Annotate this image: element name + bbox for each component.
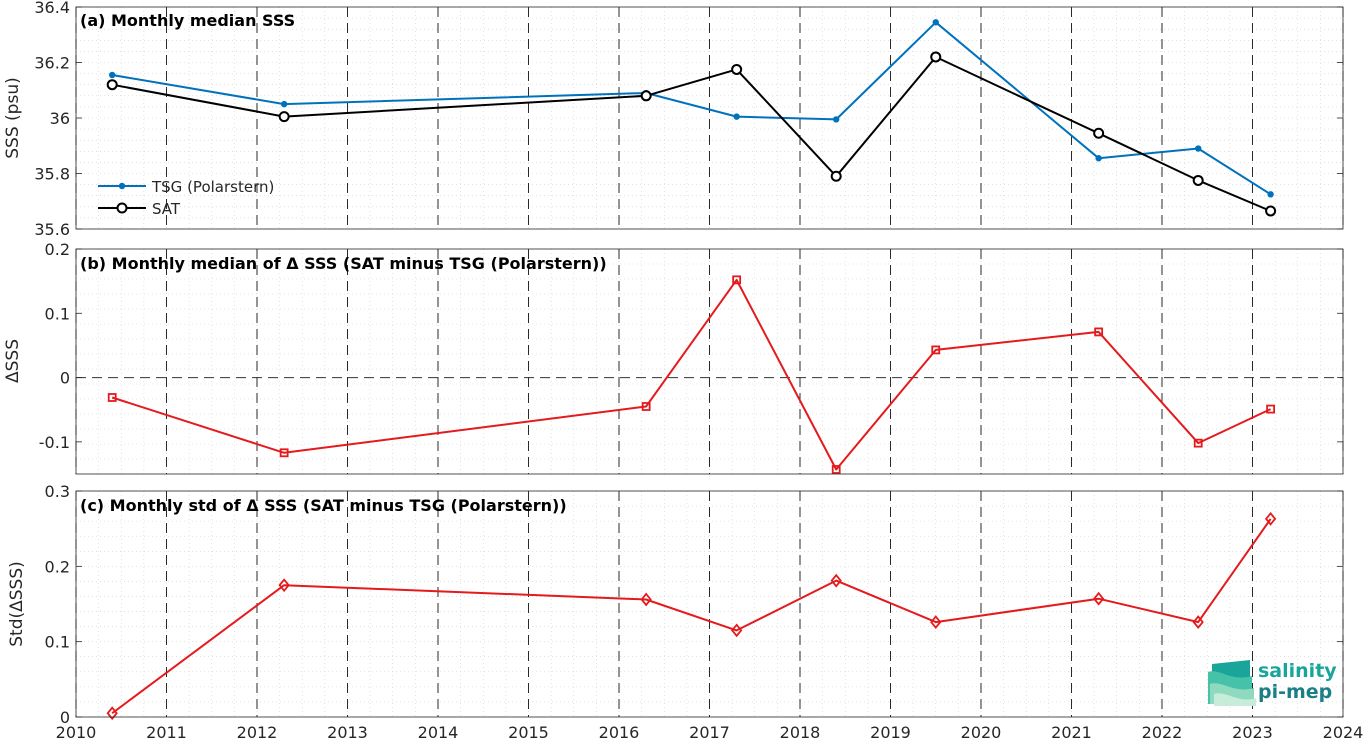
wave-logo-icon: [1208, 660, 1256, 706]
data-point: [1092, 591, 1105, 606]
data-point: [732, 275, 742, 285]
data-point: [733, 113, 740, 120]
data-point: [106, 706, 118, 721]
logo-text-pi-mep: pi-mep: [1258, 681, 1332, 703]
data-point: [278, 111, 290, 123]
panel-a-y-tick-label: 36.2: [34, 54, 70, 73]
x-tick-label: 2011: [146, 723, 187, 742]
data-point: [831, 465, 841, 474]
data-point: [932, 19, 939, 26]
panel-c-y-tick-label: 0.1: [45, 633, 70, 652]
data-point: [833, 116, 840, 123]
data-point: [641, 402, 651, 411]
data-point: [730, 623, 743, 638]
x-tick-label: 2014: [418, 723, 459, 742]
panel-b-series-line: [111, 278, 1272, 471]
panel-b-y-tick-label: 0.1: [45, 304, 70, 323]
panel-a-y-tick-label: 36: [50, 109, 70, 128]
data-point: [1093, 127, 1105, 139]
x-tick-label: 2013: [327, 723, 368, 742]
x-tick-label: 2022: [1142, 723, 1183, 742]
data-point: [640, 592, 652, 607]
panel-a-y-tick-label: 35.8: [34, 165, 70, 184]
data-point: [1267, 191, 1274, 198]
x-tick-label: 2024: [1323, 723, 1364, 742]
panel-a-monthly-median-sss: 35.6 35.8 36 36.2 36.4 (a) Monthly median SS…: [3, 0, 1344, 239]
data-point: [830, 573, 842, 588]
panel-a-title: (a) Monthly median SSS: [80, 11, 295, 30]
data-point: [278, 578, 290, 593]
data-point: [1094, 327, 1104, 337]
data-point: [109, 71, 116, 79]
panel-b-y-tick-label: -0.1: [39, 433, 70, 452]
panel-b-y-tick-label: 0: [60, 369, 70, 388]
data-point: [1193, 438, 1203, 448]
x-tick-label: 2018: [780, 723, 821, 742]
panel-a-y-axis-label: SSS (psu): [3, 77, 23, 158]
data-point: [1264, 511, 1277, 526]
panel-c-y-tick-label: 0.2: [45, 557, 70, 576]
panel-b-y-axis-label: ΔSSS: [3, 339, 23, 383]
data-point: [731, 63, 743, 75]
data-point: [1192, 174, 1204, 186]
x-tick-label: 2017: [689, 723, 730, 742]
data-point: [931, 345, 941, 355]
data-point: [107, 393, 117, 402]
data-point: [106, 79, 118, 91]
panel-c-y-axis-label: Std(ΔSSS): [7, 561, 27, 647]
panel-b-axes-box: [75, 248, 1344, 475]
panel-a-y-tick-label: 35.6: [34, 220, 70, 239]
data-point: [1265, 205, 1277, 217]
data-point: [830, 170, 842, 182]
data-point: [280, 100, 288, 108]
x-tick-label: 2016: [599, 723, 640, 742]
logo-text-salinity: salinity: [1258, 660, 1337, 682]
x-tick-label: 2023: [1232, 723, 1273, 742]
panel-c-y-tick-label: 0.3: [45, 482, 70, 501]
x-tick-label: 2010: [56, 723, 97, 742]
panel-c-monthly-std-delta-sss: 0 0.1 0.2 0.3 2010 2011 2012 2013 2014 2015 2016 2…: [7, 482, 1363, 742]
data-point: [1095, 155, 1102, 162]
panel-b-y-tick-label: 0.2: [45, 240, 70, 259]
data-point: [1192, 615, 1204, 630]
data-point: [279, 448, 289, 458]
data-point: [1195, 145, 1202, 152]
panel-c-y-tick-label: 0: [60, 708, 70, 727]
x-tick-label: 2020: [961, 723, 1002, 742]
data-point: [640, 90, 652, 102]
x-tick-label: 2019: [870, 723, 911, 742]
x-tick-label: 2015: [508, 723, 549, 742]
data-point: [930, 615, 942, 630]
x-tick-label: 2021: [1051, 723, 1092, 742]
data-point: [930, 51, 942, 63]
panel-c-series-line: [111, 518, 1272, 715]
legend-sat-label: SAT: [152, 200, 181, 218]
data-point: [1266, 404, 1275, 414]
panel-b-title: (b) Monthly median of Δ SSS (SAT minus T…: [80, 254, 607, 273]
legend-sat-marker: [116, 202, 128, 214]
panel-a-y-tick-label: 36.4: [34, 0, 70, 17]
legend-tsg-marker: [118, 182, 126, 190]
panel-c-axes-box: [75, 490, 1344, 718]
x-tick-label: 2012: [237, 723, 278, 742]
panel-a-legend: TSG (Polarstern) SAT: [98, 178, 274, 218]
panel-b-monthly-median-delta-sss: -0.1 0 0.1 0.2 (b) Monthly median of Δ SSS …: [3, 240, 1344, 475]
legend-tsg-label: TSG (Polarstern): [151, 178, 274, 196]
salinity-pi-mep-logo: salinity pi-mep: [1208, 660, 1337, 706]
panel-c-title: (c) Monthly std of Δ SSS (SAT minus TSG …: [80, 496, 567, 515]
